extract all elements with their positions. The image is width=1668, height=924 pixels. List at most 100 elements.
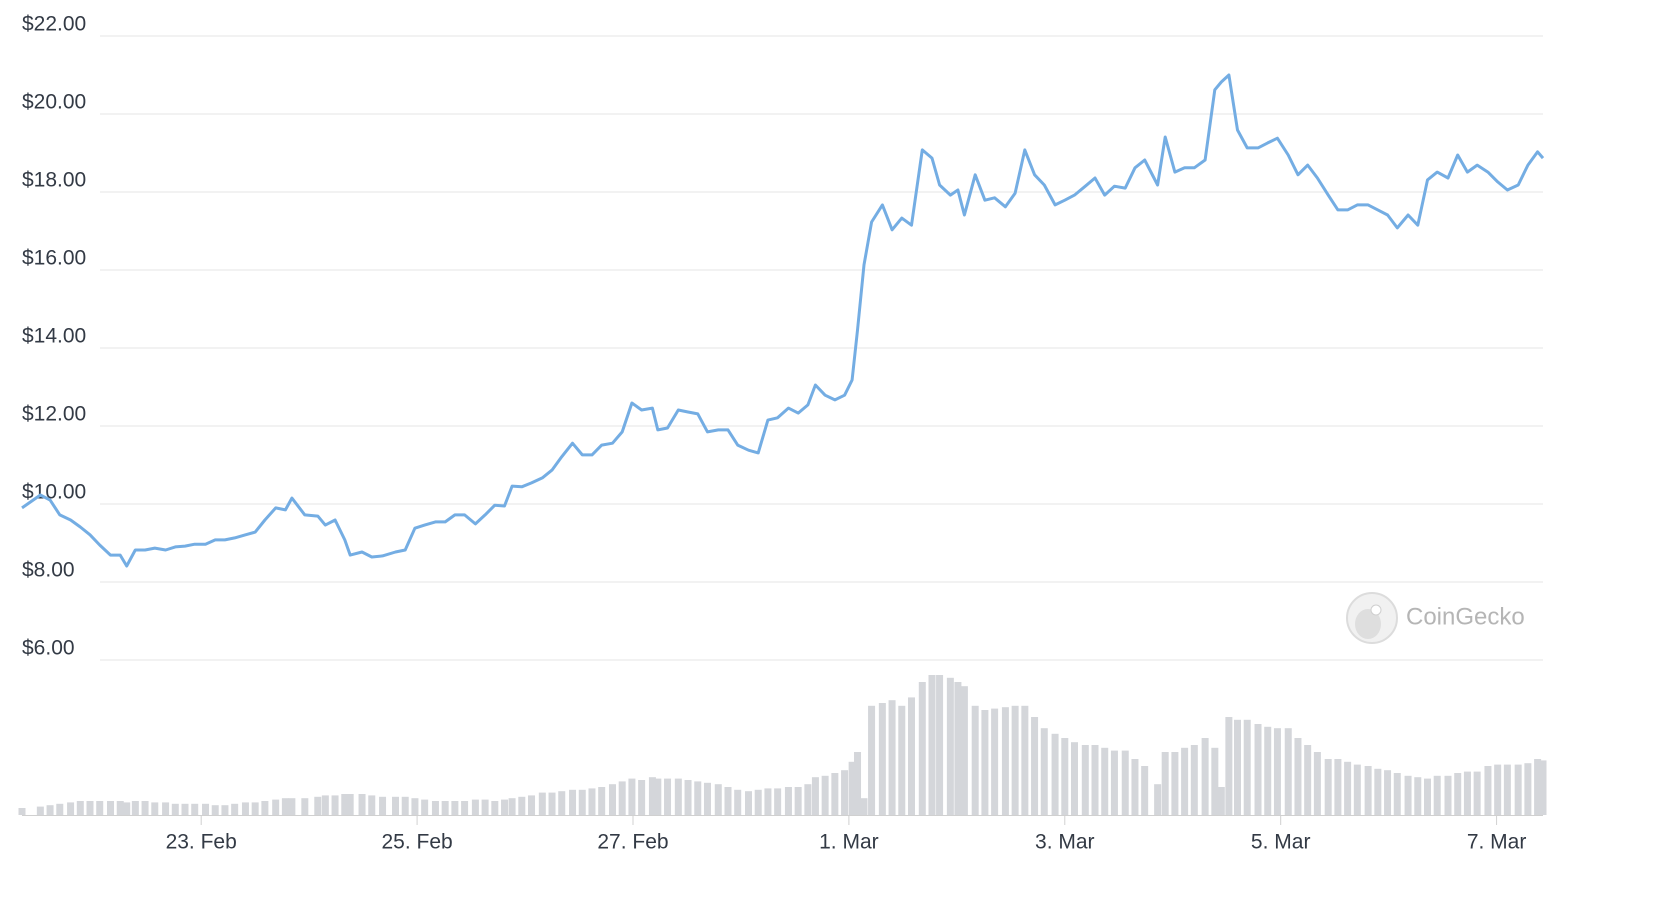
x-tick-label: 27. Feb — [597, 831, 668, 854]
volume-bar — [1254, 724, 1262, 815]
volume-bar — [674, 778, 682, 815]
volume-bar — [1494, 764, 1502, 815]
volume-bar — [441, 801, 449, 815]
volume-bar — [1121, 750, 1129, 815]
volume-bar — [314, 796, 322, 815]
volume-bar — [1393, 773, 1401, 815]
volume-bar — [578, 789, 586, 815]
volume-bar — [36, 806, 44, 815]
volume-bar — [86, 801, 94, 815]
volume-bar — [461, 801, 469, 815]
volume-bar — [1040, 728, 1048, 815]
volume-bar — [368, 795, 376, 815]
volume-bar — [1539, 760, 1547, 815]
volume-bar — [598, 787, 606, 815]
y-tick-label: $14.00 — [22, 325, 86, 348]
volume-bar — [1021, 705, 1029, 815]
volume-bar — [1503, 764, 1511, 815]
volume-bar — [888, 700, 896, 815]
volume-bar — [754, 789, 762, 815]
watermark: CoinGecko — [1346, 592, 1525, 644]
volume-bar — [878, 703, 886, 815]
volume-bar — [18, 808, 26, 815]
volume-bar — [848, 761, 856, 815]
volume-bar — [231, 803, 239, 815]
volume-bar — [1101, 747, 1109, 815]
volume-bar — [936, 675, 944, 815]
y-tick-label: $16.00 — [22, 247, 86, 270]
volume-bar — [821, 775, 829, 815]
volume-bar — [1273, 728, 1281, 815]
volume-bar — [841, 770, 849, 815]
volume-bar — [1081, 745, 1089, 815]
volume-bar — [960, 686, 968, 815]
volume-bar — [171, 803, 179, 815]
watermark-text: CoinGecko — [1406, 603, 1525, 630]
volume-bar — [991, 708, 999, 815]
volume-bar — [1364, 766, 1372, 815]
volume-bar — [162, 802, 170, 815]
volume-bar — [548, 792, 556, 815]
volume-bar — [918, 682, 926, 815]
volume-bar — [358, 794, 366, 815]
volume-bar — [794, 787, 802, 815]
volume-bar — [1384, 770, 1392, 815]
x-tick-label: 23. Feb — [166, 831, 237, 854]
volume-bar — [96, 801, 104, 815]
volume-bar — [1433, 775, 1441, 815]
volume-bar — [341, 794, 349, 815]
volume-bar — [1061, 738, 1069, 815]
volume-bar — [1211, 747, 1219, 815]
volume-bar — [860, 798, 868, 815]
volume-bar — [1444, 775, 1452, 815]
volume-bar — [123, 802, 131, 815]
volume-bar — [272, 799, 280, 815]
volume-bar — [928, 675, 936, 815]
volume-bar — [1051, 733, 1059, 815]
volume-bar — [261, 801, 269, 815]
volume-bar — [618, 781, 626, 815]
volume-bar — [1243, 719, 1251, 815]
volume-bar — [481, 799, 489, 815]
volume-bar — [1201, 738, 1209, 815]
volume-bar — [301, 798, 309, 815]
volume-bar — [1110, 750, 1118, 815]
volume-bar — [1484, 766, 1492, 815]
volume-bar — [1344, 761, 1352, 815]
volume-bar — [654, 778, 662, 815]
volume-bar — [1091, 745, 1099, 815]
x-tick-label: 3. Mar — [1035, 831, 1095, 854]
volume-bar — [501, 799, 509, 815]
volume-bar — [811, 777, 819, 815]
volume-bar — [1161, 752, 1169, 815]
y-tick-label: $18.00 — [22, 169, 86, 192]
volume-bar — [648, 777, 656, 815]
volume-bar — [288, 798, 296, 815]
volume-bar — [981, 710, 989, 815]
volume-bar — [569, 789, 577, 815]
volume-bar — [1011, 705, 1019, 815]
volume-bar — [694, 781, 702, 815]
volume-bar — [1404, 775, 1412, 815]
volume-bar — [1234, 719, 1242, 815]
volume-bar — [946, 677, 954, 815]
volume-bar — [907, 697, 915, 815]
volume-bar — [191, 803, 199, 815]
volume-bar — [1324, 759, 1332, 815]
volume-bar — [392, 796, 400, 815]
volume-bar — [56, 803, 64, 815]
volume-bar — [1131, 759, 1139, 815]
volume-bar — [421, 799, 429, 815]
volume-bar — [76, 801, 84, 815]
volume-bar — [628, 778, 636, 815]
volume-bar — [1001, 707, 1009, 815]
volume-bar — [1524, 763, 1532, 815]
volume-bar — [1374, 768, 1382, 815]
volume-bar — [346, 794, 354, 815]
x-tick-label: 7. Mar — [1467, 831, 1527, 854]
volume-bar — [714, 784, 722, 815]
volume-bar — [1473, 771, 1481, 815]
volume-bar — [431, 801, 439, 815]
volume-bar — [211, 805, 219, 815]
